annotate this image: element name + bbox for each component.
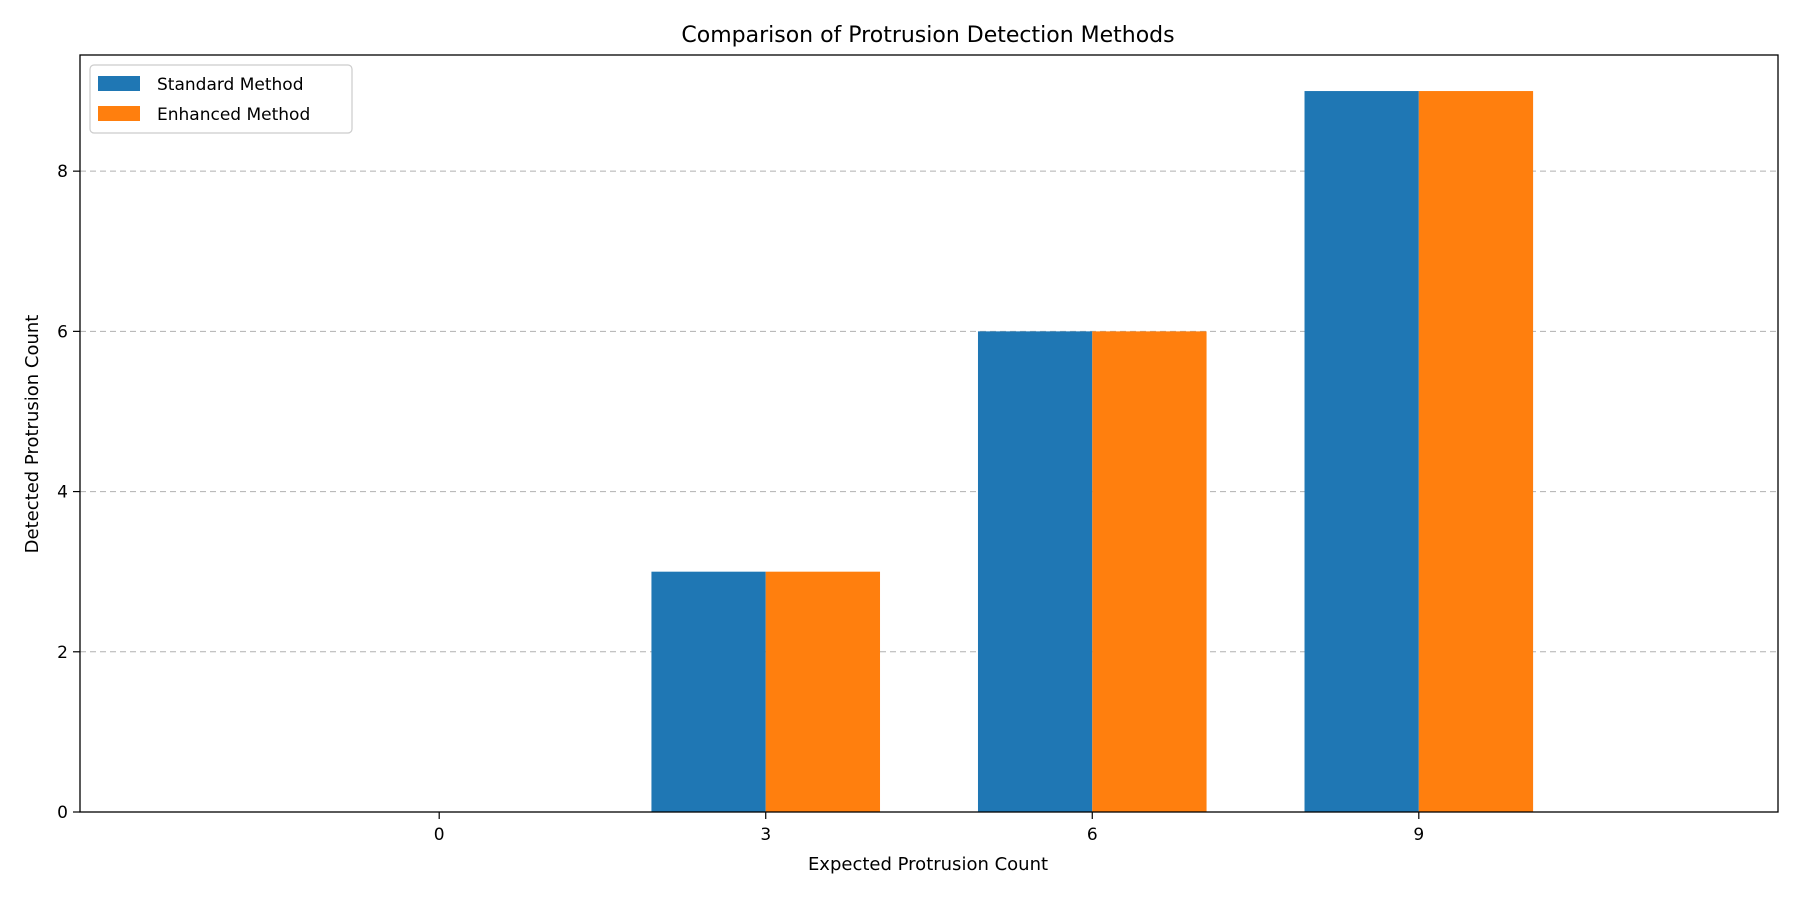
legend-swatch-standard-method <box>98 76 140 91</box>
bar-standard-method-6 <box>977 331 1093 812</box>
x-axis: 0 3 6 9 <box>434 812 1424 845</box>
legend-box <box>89 64 353 134</box>
bars <box>651 91 1534 813</box>
x-tick-label-9: 9 <box>1413 825 1424 845</box>
legend-label-standard-method: Standard Method <box>157 75 304 95</box>
y-axis: 0 2 4 6 8 <box>57 162 80 823</box>
y-axis-label: Detected Protrusion Count <box>22 315 43 554</box>
x-axis-label: Expected Protrusion Count <box>808 854 1048 875</box>
bar-standard-method-9 <box>1304 91 1419 813</box>
bar-enhanced-method-9 <box>1418 91 1534 813</box>
y-tick-label-6: 6 <box>57 322 68 342</box>
x-tick-label-0: 0 <box>434 825 445 845</box>
bar-enhanced-method-6 <box>1092 331 1207 812</box>
plot-frame <box>79 54 1779 813</box>
legend-swatch-enhanced-method <box>98 106 140 121</box>
y-tick-label-4: 4 <box>57 483 68 503</box>
legend: Standard Method Enhanced Method <box>89 64 353 134</box>
y-tick-label-8: 8 <box>57 162 68 182</box>
y-tick-label-0: 0 <box>57 803 68 823</box>
y-tick-label-2: 2 <box>57 643 68 663</box>
bar-standard-method-3 <box>651 571 766 812</box>
x-tick-label-6: 6 <box>1087 825 1098 845</box>
chart-title: Comparison of Protrusion Detection Metho… <box>681 23 1174 48</box>
bar-enhanced-method-3 <box>765 571 881 812</box>
x-tick-label-3: 3 <box>760 825 771 845</box>
legend-label-enhanced-method: Enhanced Method <box>157 105 310 125</box>
